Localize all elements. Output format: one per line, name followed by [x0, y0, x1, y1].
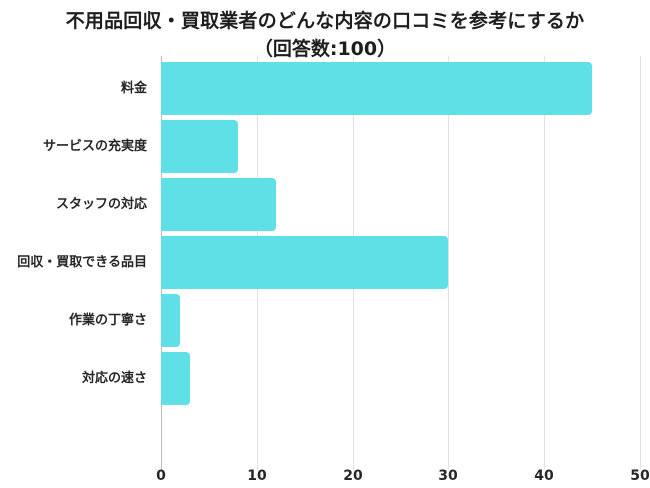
- category-label: 回収・買取できる品目: [17, 255, 147, 270]
- x-tick-label: 20: [343, 468, 363, 484]
- category-label: 料金: [120, 81, 147, 96]
- gridline: [544, 56, 545, 470]
- bar: [161, 120, 238, 173]
- x-tick-label: 50: [630, 468, 650, 484]
- x-tick-label: 40: [534, 468, 554, 484]
- chart-subtitle: （回答数:100）: [253, 38, 397, 60]
- chart-title: 不用品回収・買取業者のどんな内容の口コミを参考にするか: [65, 10, 585, 32]
- x-tick-label: 10: [247, 468, 267, 484]
- bar: [161, 352, 190, 405]
- category-label: スタッフの対応: [55, 197, 147, 212]
- bar: [161, 178, 276, 231]
- gridline: [448, 56, 449, 470]
- bar: [161, 294, 180, 347]
- x-tick-label: 30: [438, 468, 458, 484]
- category-label: サービスの充実度: [42, 139, 147, 154]
- bar: [161, 236, 448, 289]
- bar: [161, 62, 592, 115]
- category-label: 対応の速さ: [81, 371, 147, 386]
- category-label: 作業の丁寧さ: [68, 313, 147, 328]
- x-tick-label: 0: [156, 468, 166, 484]
- gridline: [640, 56, 641, 470]
